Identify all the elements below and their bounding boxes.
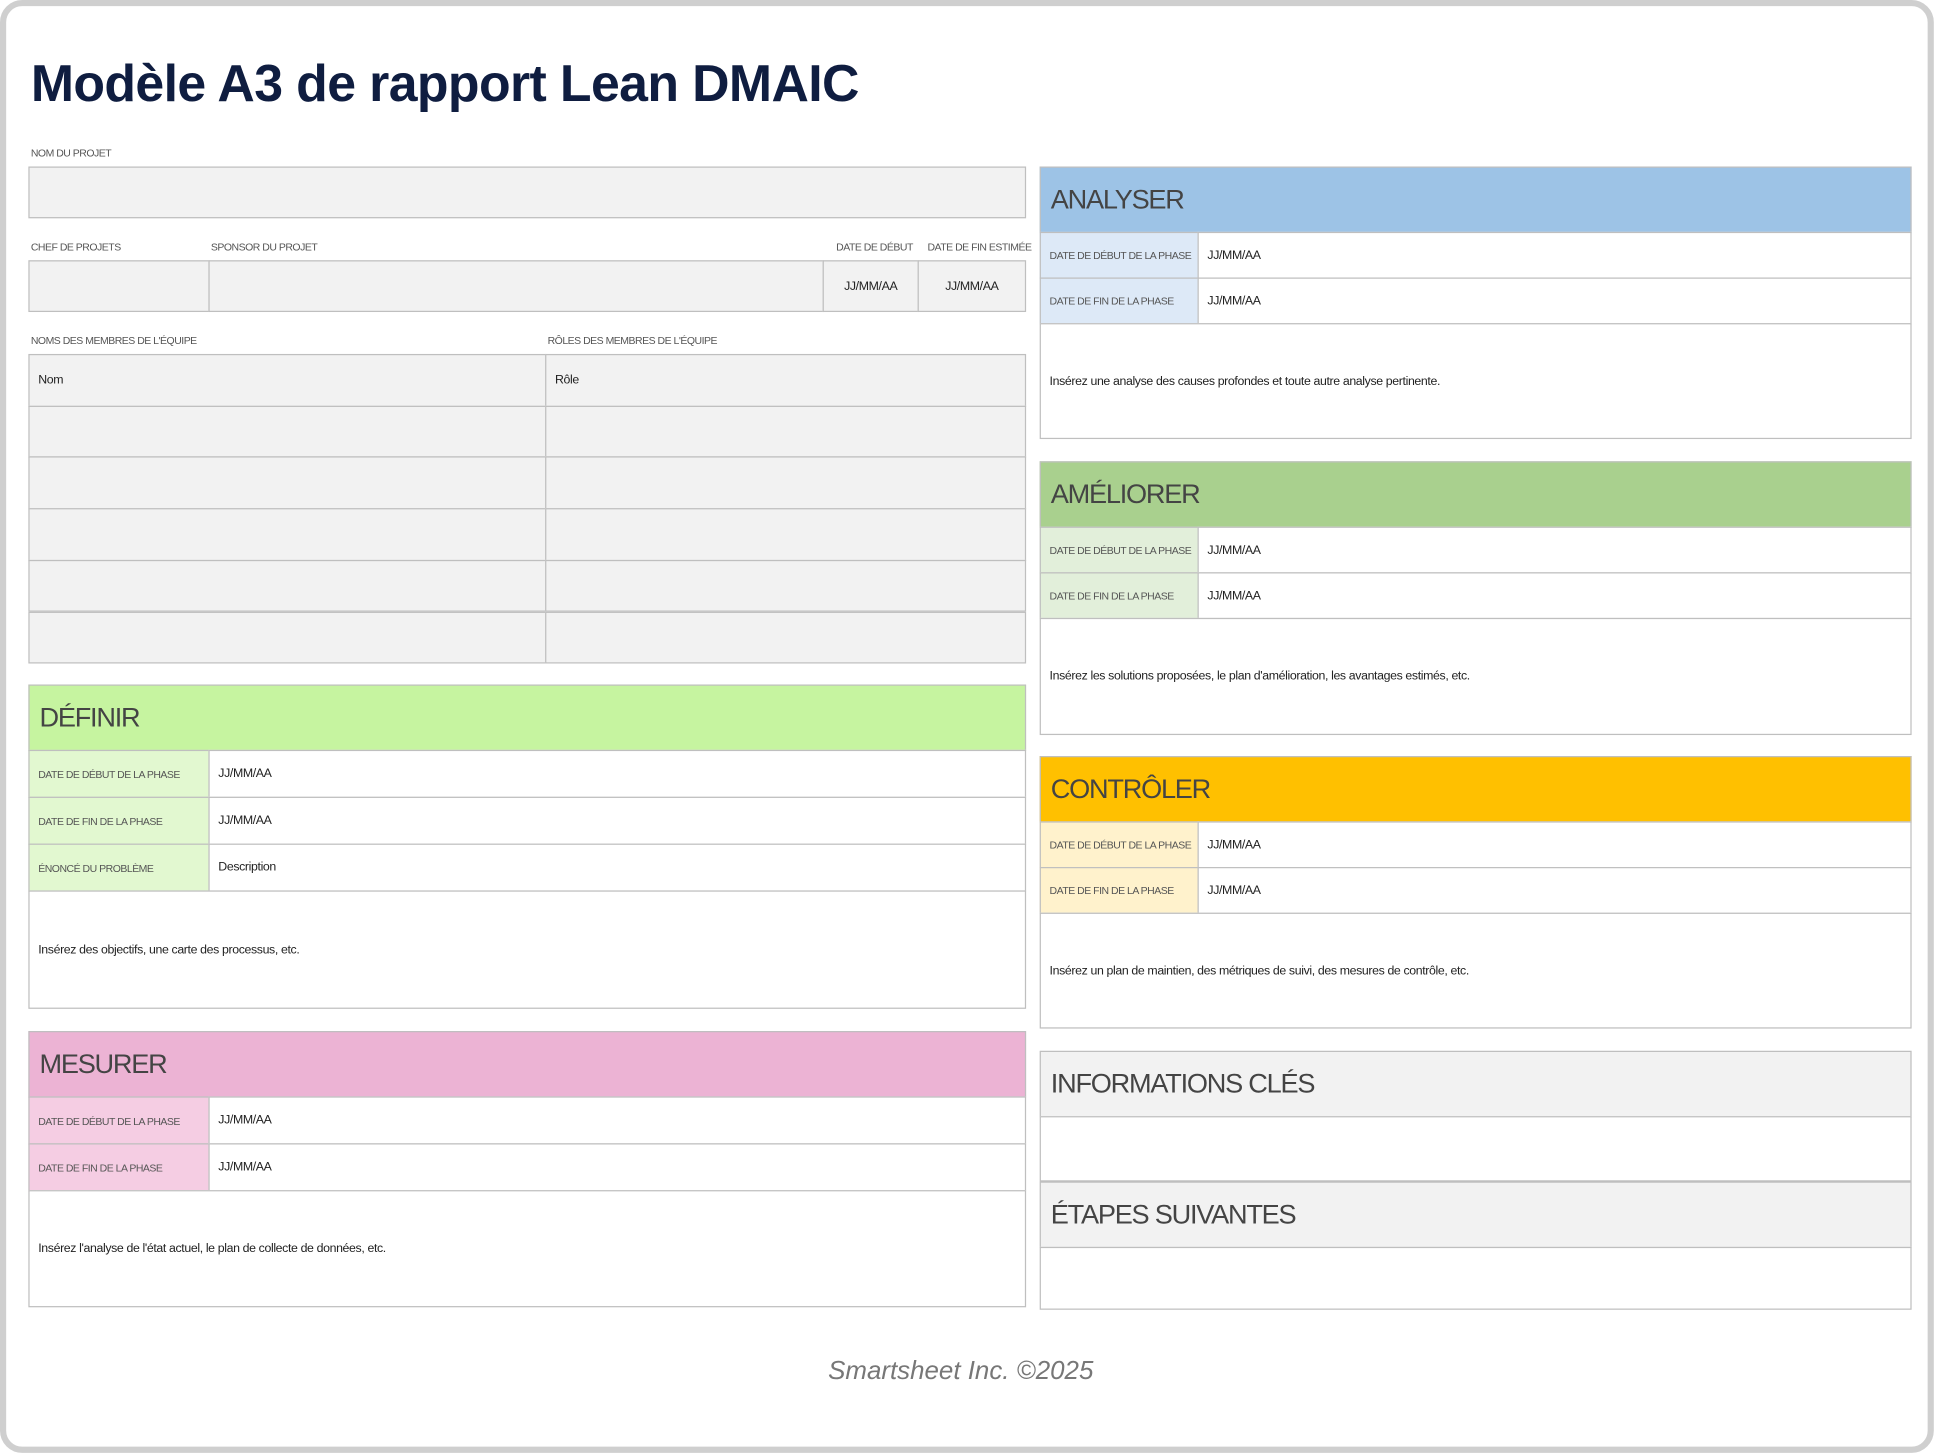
footer: Smartsheet Inc. ©2025 [828,1356,1094,1385]
team-cell[interactable] [28,456,547,510]
row-value[interactable]: JJ/MM/AA [208,796,1027,845]
row-label: DATE DE DÉBUT DE LA PHASE [1039,821,1199,869]
section-header: DÉFINIR [28,684,1027,752]
row-value[interactable]: JJ/MM/AA [1197,572,1912,620]
row-label: DATE DE DÉBUT DE LA PHASE [28,749,210,798]
section-body[interactable]: Insérez une analyse des causes profondes… [1039,323,1912,440]
section-header: CONTRÔLER [1039,756,1912,823]
row-value[interactable]: JJ/MM/AA [1197,526,1912,574]
section-body[interactable] [1039,1116,1912,1182]
field-label: DATE DE FIN ESTIMÉE [927,240,1032,253]
section-body[interactable] [1039,1246,1912,1310]
section-header: ANALYSER [1039,166,1912,234]
row-label: DATE DE DÉBUT DE LA PHASE [28,1096,210,1145]
date-cell[interactable]: JJ/MM/AA [822,260,919,313]
section-header: AMÉLIORER [1039,461,1912,528]
date-cell[interactable]: JJ/MM/AA [917,260,1027,313]
row-label: DATE DE FIN DE LA PHASE [1039,867,1199,914]
section-body[interactable]: Insérez des objectifs, une carte des pro… [28,890,1027,1009]
team-cell[interactable] [28,611,547,664]
team-cell[interactable] [545,456,1027,510]
row-value[interactable]: Description [208,843,1027,892]
section-body[interactable]: Insérez un plan de maintien, des métriqu… [1039,912,1912,1029]
row-value[interactable]: JJ/MM/AA [208,749,1027,798]
input-box[interactable] [28,260,210,313]
section-body[interactable]: Insérez les solutions proposées, le plan… [1039,617,1912,736]
row-label: DATE DE FIN DE LA PHASE [28,796,210,845]
row-value[interactable]: JJ/MM/AA [1197,231,1912,279]
section-header: INFORMATIONS CLÉS [1039,1050,1912,1118]
row-label: DATE DE FIN DE LA PHASE [1039,572,1199,620]
field-label: CHEF DE PROJETS [30,240,121,253]
team-cell[interactable]: Nom [28,353,547,407]
field-label: DATE DE DÉBUT [836,240,913,253]
row-value[interactable]: JJ/MM/AA [1197,277,1912,325]
section-body[interactable]: Insérez l'analyse de l'état actuel, le p… [28,1190,1027,1308]
team-cell[interactable]: Rôle [545,353,1027,407]
field-label: NOMS DES MEMBRES DE L'ÉQUIPE [30,334,197,347]
input-box[interactable] [28,166,1027,219]
row-label: DATE DE DÉBUT DE LA PHASE [1039,231,1199,279]
section-header: MESURER [28,1031,1027,1098]
input-box[interactable] [208,260,824,313]
field-label: RÔLES DES MEMBRES DE L'ÉQUIPE [547,334,718,347]
team-cell[interactable] [28,559,547,613]
field-label: NOM DU PROJET [30,146,112,160]
title: Modèle A3 de rapport Lean DMAIC [30,54,860,113]
team-cell[interactable] [28,508,547,561]
row-label: DATE DE DÉBUT DE LA PHASE [1039,526,1199,574]
row-value[interactable]: JJ/MM/AA [208,1096,1027,1145]
row-value[interactable]: JJ/MM/AA [208,1143,1027,1192]
row-label: ÉNONCÉ DU PROBLÈME [28,843,210,892]
field-label: SPONSOR DU PROJET [210,240,318,253]
team-cell[interactable] [545,559,1027,613]
team-cell[interactable] [545,405,1027,459]
row-label: DATE DE FIN DE LA PHASE [1039,277,1199,325]
team-cell[interactable] [28,405,547,459]
team-cell[interactable] [545,611,1027,664]
row-label: DATE DE FIN DE LA PHASE [28,1143,210,1192]
row-value[interactable]: JJ/MM/AA [1197,867,1912,914]
team-cell[interactable] [545,508,1027,561]
section-header: ÉTAPES SUIVANTES [1039,1181,1912,1249]
row-value[interactable]: JJ/MM/AA [1197,821,1912,869]
